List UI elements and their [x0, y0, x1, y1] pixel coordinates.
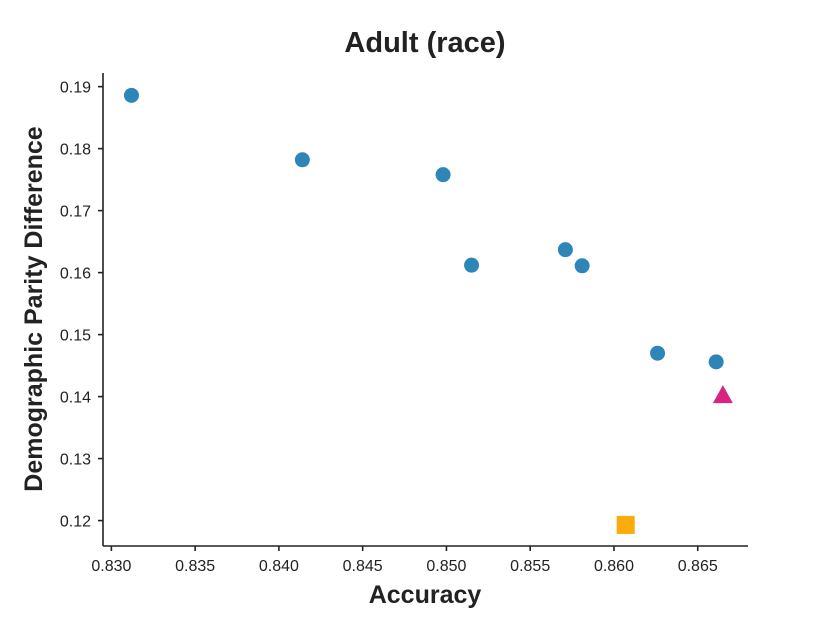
- y-tick-label: 0.14: [60, 390, 91, 407]
- x-tick-label: 0.855: [510, 558, 550, 575]
- y-tick-label: 0.15: [60, 328, 91, 345]
- y-axis-ticks: 0.12 0.13 0.14 0.15 0.16 0.17 0.18 0.19: [60, 80, 103, 531]
- x-tick-label: 0.850: [426, 558, 466, 575]
- scatter-point-circle: [708, 354, 724, 370]
- data-points: [123, 87, 733, 534]
- scatter-point-circle: [650, 345, 666, 361]
- scatter-point-circle: [557, 242, 573, 258]
- y-tick-label: 0.17: [60, 204, 91, 221]
- x-tick-label: 0.830: [91, 558, 131, 575]
- x-axis-label: Accuracy: [369, 581, 482, 609]
- y-axis-label: Demographic Parity Difference: [20, 126, 48, 491]
- x-tick-label: 0.860: [594, 558, 634, 575]
- scatter-point-circle: [294, 152, 310, 168]
- x-tick-label: 0.835: [175, 558, 215, 575]
- scatter-point-circle: [574, 258, 590, 274]
- y-tick-label: 0.16: [60, 266, 91, 283]
- scatter-point-square: [616, 515, 635, 534]
- x-tick-label: 0.865: [678, 558, 718, 575]
- x-tick-label: 0.845: [343, 558, 383, 575]
- scatter-point-triangle: [712, 385, 733, 404]
- y-tick-label: 0.19: [60, 80, 91, 97]
- scatter-point-circle: [435, 167, 451, 183]
- x-tick-label: 0.840: [259, 558, 299, 575]
- y-tick-label: 0.13: [60, 452, 91, 469]
- y-tick-label: 0.18: [60, 142, 91, 159]
- chart-title: Adult (race): [344, 27, 505, 59]
- x-axis-ticks: 0.830 0.835 0.840 0.845 0.850 0.855 0.860 0.865: [91, 546, 718, 575]
- scatter-point-circle: [123, 87, 139, 103]
- scatter-point-circle: [464, 257, 480, 273]
- y-tick-label: 0.12: [60, 514, 91, 531]
